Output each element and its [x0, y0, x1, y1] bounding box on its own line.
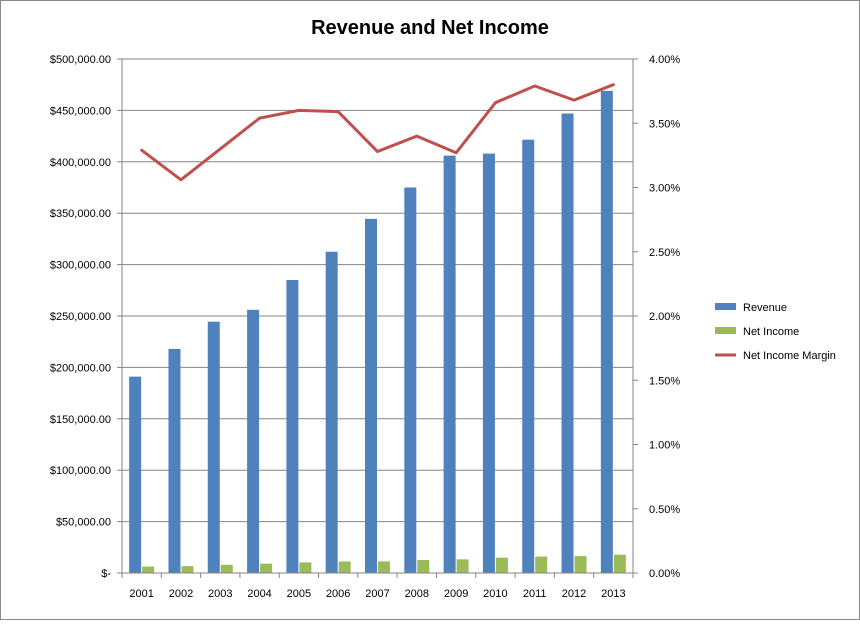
net-income-bar: [260, 563, 273, 573]
revenue-bar: [522, 139, 535, 573]
revenue-bar: [482, 153, 495, 574]
legend-label: Revenue: [743, 302, 787, 314]
net-income-bar: [142, 566, 155, 573]
tick-labels: $- $50,000.00 $100,000.00 $150,000.00 $200,0…: [50, 54, 681, 600]
x-tick-label: 2010: [483, 588, 507, 600]
y-left-tick-label: $-: [101, 568, 111, 580]
bars: [129, 90, 626, 574]
y-left-tick-label: $300,000.00: [50, 260, 111, 272]
net-income-bar: [299, 562, 312, 573]
y-left-tick-label: $500,000.00: [50, 54, 111, 66]
y-left-tick-label: $150,000.00: [50, 414, 111, 426]
legend-label: Net Income Margin: [743, 350, 836, 362]
x-tick-label: 2001: [129, 588, 153, 600]
x-tick-label: 2003: [208, 588, 232, 600]
x-tick-label: 2011: [523, 588, 547, 600]
margin-line: [140, 83, 615, 182]
y-right-tick-label: 0.50%: [649, 504, 680, 516]
legend-label: Net Income: [743, 326, 799, 338]
y-right-tick-label: 2.50%: [649, 247, 680, 259]
net-income-bar: [495, 557, 508, 573]
net-income-bar: [535, 556, 548, 573]
legend-swatch: [715, 327, 736, 334]
x-tick-label: 2007: [365, 588, 389, 600]
revenue-bar: [600, 90, 613, 574]
y-left-tick-label: $200,000.00: [50, 362, 111, 374]
y-left-tick-label: $400,000.00: [50, 157, 111, 169]
net-income-bar: [456, 559, 469, 573]
gridlines: [122, 58, 633, 523]
x-tick-label: 2009: [444, 588, 468, 600]
y-left-tick-label: $250,000.00: [50, 311, 111, 323]
x-tick-label: 2005: [287, 588, 311, 600]
y-right-tick-label: 1.00%: [649, 440, 680, 452]
revenue-bar: [129, 376, 142, 573]
revenue-bar: [443, 155, 456, 573]
x-tick-label: 2006: [326, 588, 350, 600]
x-tick-label: 2008: [405, 588, 429, 600]
y-right-tick-label: 0.00%: [649, 568, 680, 580]
net-income-bar: [181, 566, 194, 573]
x-tick-label: 2012: [562, 588, 586, 600]
legend-swatch: [715, 303, 736, 310]
chart-title: Revenue and Net Income: [311, 17, 549, 39]
net-income-bar: [338, 561, 351, 573]
y-right-tick-label: 2.00%: [649, 311, 680, 323]
y-right-tick-label: 3.00%: [649, 183, 680, 195]
axes: [117, 58, 638, 578]
revenue-bar: [404, 187, 417, 573]
net-income-bar: [378, 561, 390, 573]
net-income-bar: [220, 564, 233, 573]
net-income-bar: [574, 556, 587, 573]
net-income-bar: [417, 559, 430, 573]
y-left-tick-label: $100,000.00: [50, 465, 111, 477]
y-left-tick-label: $450,000.00: [50, 105, 111, 117]
x-tick-label: 2004: [247, 588, 271, 600]
legend: Revenue Net Income Net Income Margin: [715, 302, 836, 362]
revenue-bar: [325, 251, 338, 573]
net-income-bar: [613, 554, 626, 573]
revenue-bar: [561, 113, 574, 573]
revenue-bar: [365, 218, 377, 573]
y-left-tick-label: $350,000.00: [50, 208, 111, 220]
y-left-tick-label: $50,000.00: [56, 517, 111, 529]
x-tick-label: 2002: [169, 588, 193, 600]
revenue-bar: [247, 309, 260, 573]
y-right-tick-label: 3.50%: [649, 118, 680, 130]
net-income-margin-line: [140, 83, 615, 182]
y-right-tick-label: 4.00%: [649, 54, 680, 66]
x-tick-label: 2013: [601, 588, 625, 600]
revenue-bar: [168, 348, 181, 573]
revenue-bar: [207, 321, 220, 573]
y-right-tick-label: 1.50%: [649, 375, 680, 387]
revenue-bar: [286, 280, 299, 573]
